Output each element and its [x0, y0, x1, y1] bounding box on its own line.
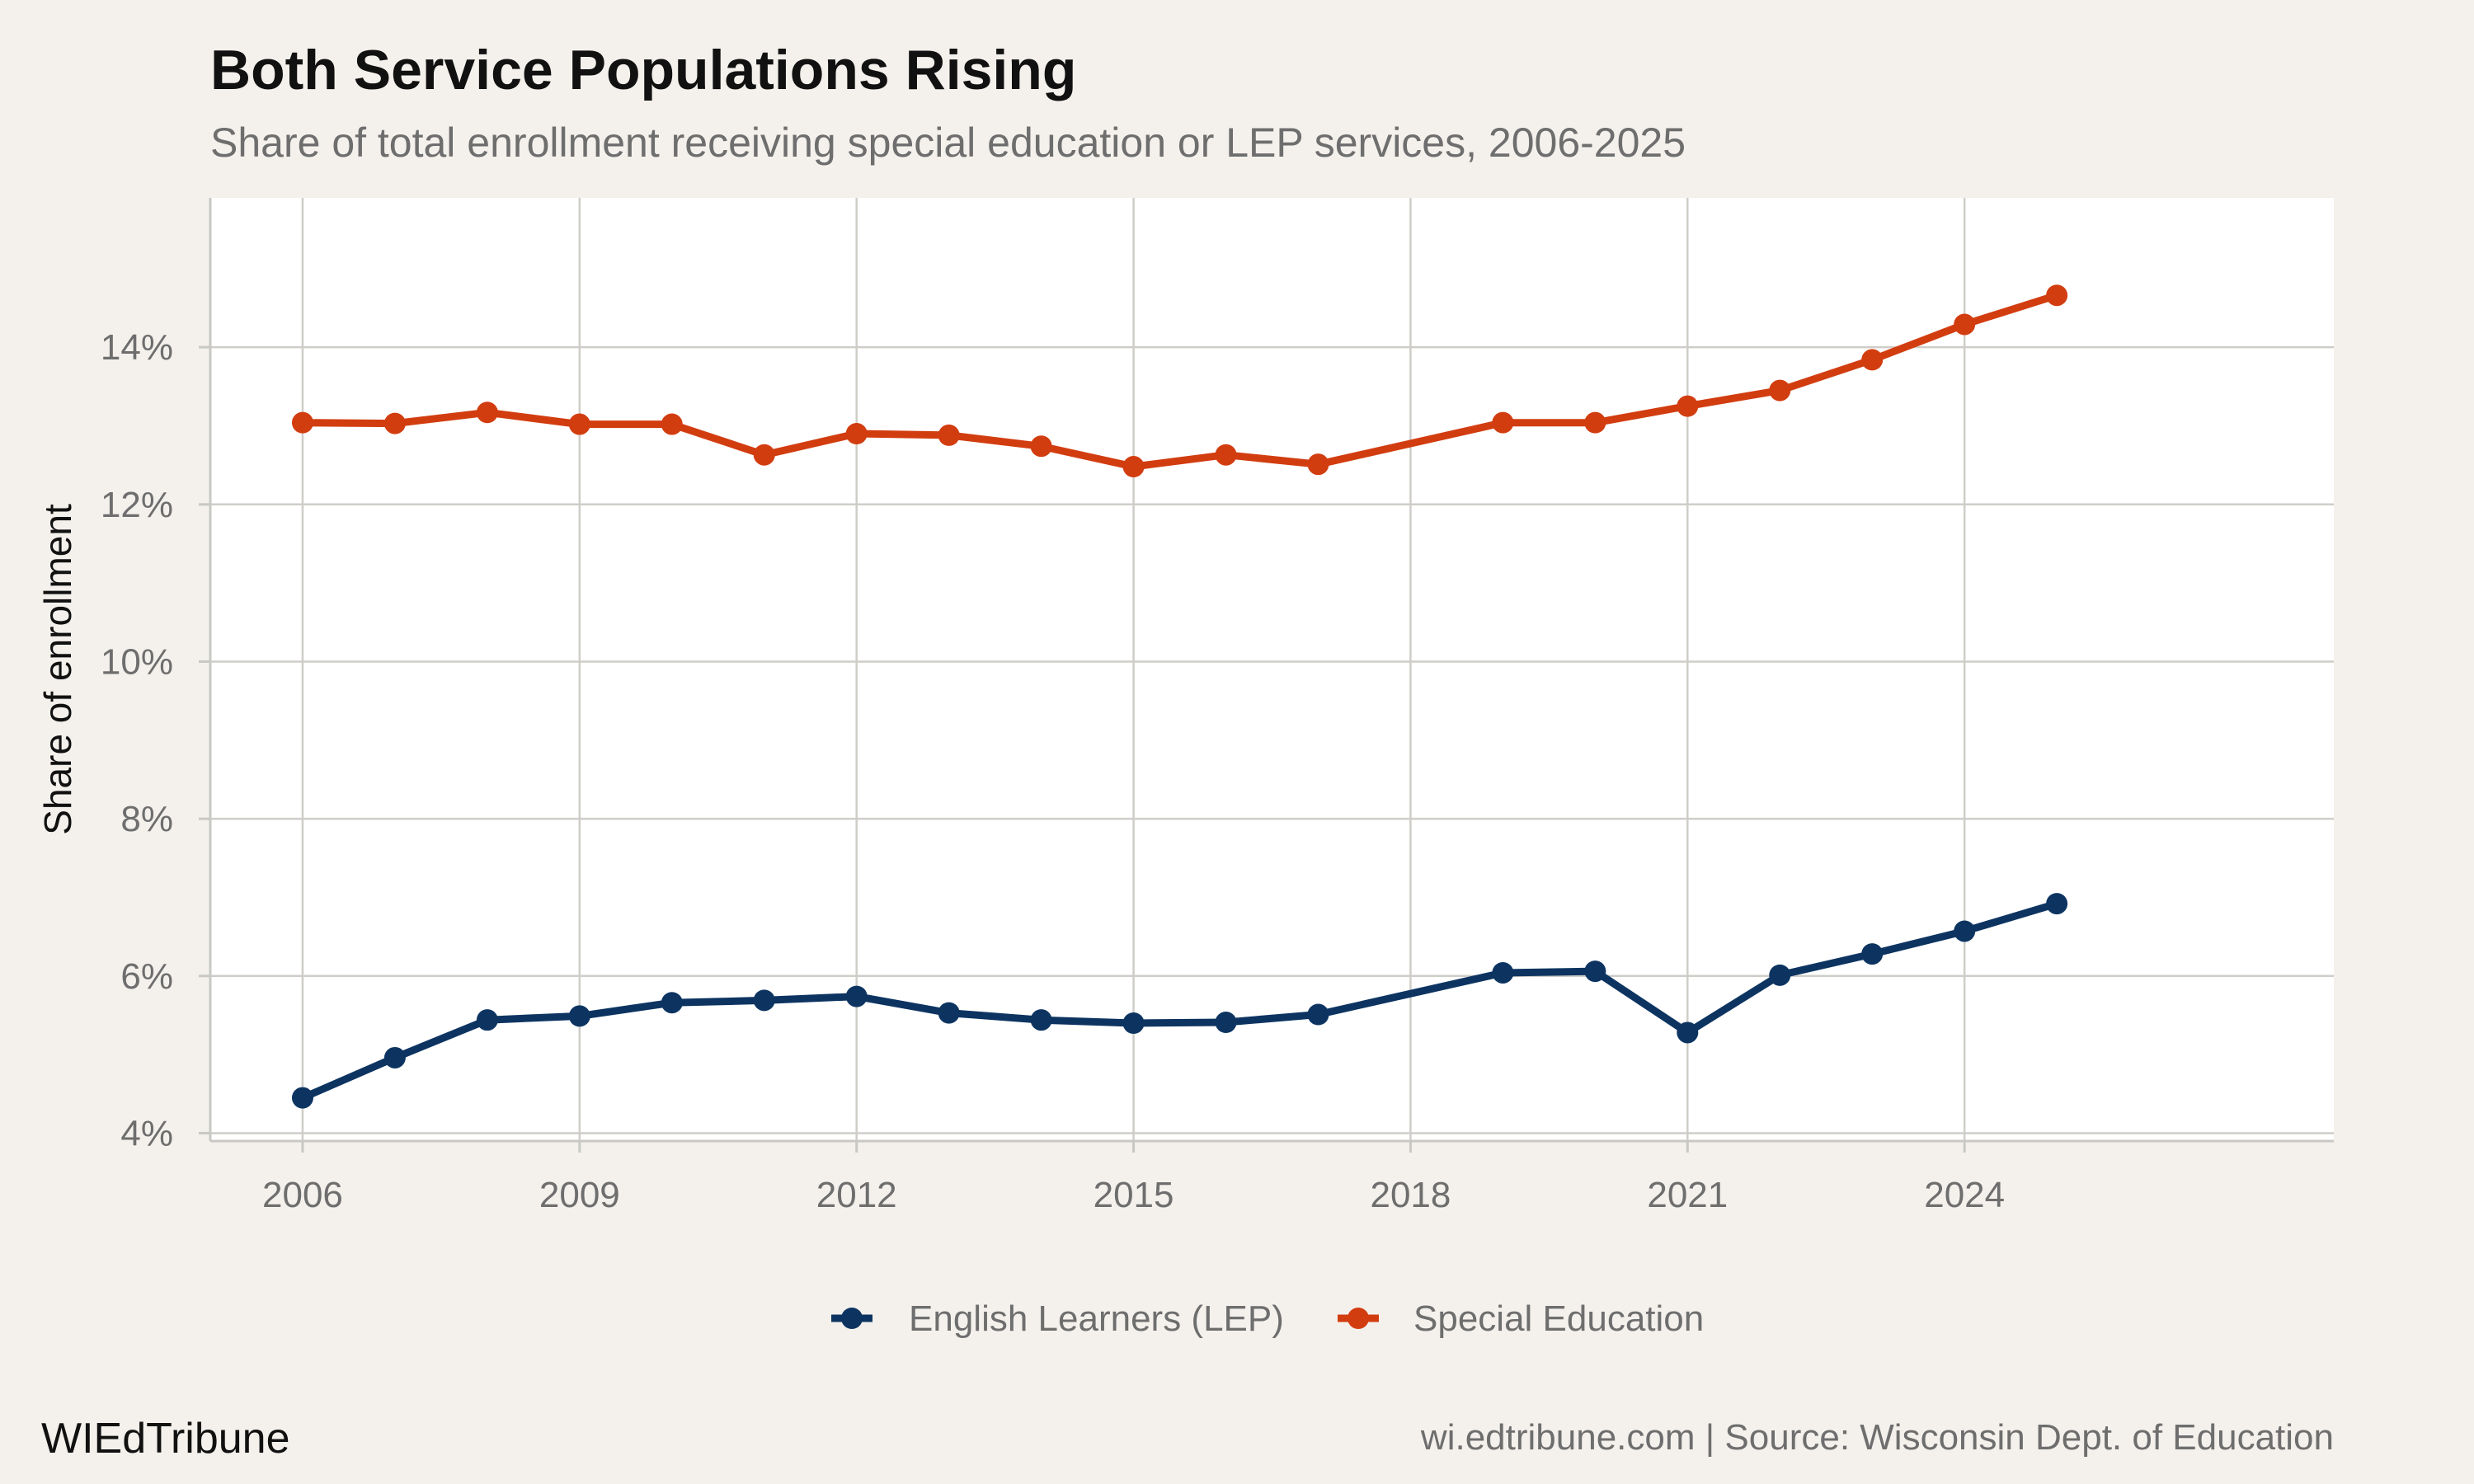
- data-point: [1954, 313, 1976, 336]
- data-point: [938, 424, 960, 446]
- data-point: [1122, 456, 1145, 478]
- x-tick-label: 2024: [1924, 1175, 2005, 1215]
- y-tick-label: 6%: [120, 956, 173, 997]
- data-point: [1122, 1012, 1145, 1034]
- x-tick-label: 2015: [1094, 1175, 1174, 1215]
- data-point: [1861, 943, 1884, 965]
- x-tick-label: 2021: [1647, 1175, 1728, 1215]
- legend-item-special-ed: Special Education: [1338, 1298, 1704, 1339]
- data-point: [1584, 960, 1606, 983]
- x-tick-label: 2018: [1370, 1175, 1451, 1215]
- source-credit: wi.edtribune.com | Source: Wisconsin Dep…: [1420, 1417, 2334, 1458]
- legend-swatch-dot: [841, 1308, 863, 1329]
- data-point: [661, 992, 683, 1014]
- data-point: [753, 444, 775, 466]
- grid-lines: [210, 198, 2334, 1141]
- legend: English Learners (LEP) Special Education: [831, 1298, 1704, 1339]
- data-point: [1030, 1009, 1052, 1031]
- data-point: [383, 1046, 406, 1068]
- data-point: [2046, 284, 2068, 307]
- brand-name: WIEdTribune: [41, 1415, 290, 1463]
- data-point: [1769, 379, 1791, 402]
- data-point: [568, 1005, 590, 1027]
- plot-area: [210, 198, 2334, 1141]
- data-point: [476, 1009, 498, 1031]
- series-special-education: [291, 284, 2068, 478]
- data-point: [845, 423, 868, 444]
- x-tick-label: 2012: [816, 1175, 897, 1215]
- data-point: [476, 402, 498, 424]
- y-tick-label: 4%: [120, 1113, 173, 1153]
- series-lep: [291, 893, 2068, 1109]
- data-point: [1492, 411, 1514, 434]
- legend-item-lep: English Learners (LEP): [831, 1298, 1284, 1339]
- data-point: [1030, 435, 1052, 458]
- data-point: [383, 412, 406, 434]
- data-point: [938, 1002, 960, 1024]
- data-point: [291, 1087, 313, 1109]
- data-point: [753, 989, 775, 1012]
- data-point: [1215, 1012, 1237, 1034]
- data-point: [2046, 893, 2068, 915]
- data-point: [1307, 1003, 1329, 1026]
- series-layer: [291, 284, 2068, 1109]
- data-point: [1584, 411, 1606, 434]
- data-point: [1492, 961, 1514, 984]
- legend-label-lep: English Learners (LEP): [909, 1298, 1284, 1339]
- x-tick-label: 2009: [539, 1175, 620, 1215]
- data-point: [1954, 920, 1976, 942]
- data-point: [1861, 349, 1884, 371]
- data-point: [1307, 453, 1329, 476]
- data-point: [661, 413, 683, 435]
- x-tick-label: 2006: [262, 1175, 343, 1215]
- y-tick-label: 14%: [101, 327, 173, 368]
- y-axis-label: Share of enrollment: [36, 504, 79, 835]
- data-point: [1677, 1021, 1699, 1044]
- tick-labels: 2006 2009 2012 2015 2018 2021 2024 4% 6% 8% 10% 12%…: [101, 327, 2005, 1215]
- y-tick-label: 8%: [120, 799, 173, 839]
- chart-subtitle: Share of total enrollment receiving spec…: [210, 120, 1686, 166]
- data-point: [845, 985, 868, 1007]
- legend-swatch-dot: [1348, 1308, 1369, 1329]
- legend-label-special-ed: Special Education: [1413, 1298, 1704, 1339]
- chart-title: Both Service Populations Rising: [210, 39, 1076, 101]
- axes: [209, 198, 2334, 1143]
- y-tick-label: 10%: [101, 641, 173, 682]
- data-point: [1215, 444, 1237, 466]
- data-point: [1769, 964, 1791, 986]
- data-point: [1677, 395, 1699, 417]
- data-point: [291, 411, 313, 434]
- y-tick-label: 12%: [101, 485, 173, 525]
- data-point: [568, 413, 590, 435]
